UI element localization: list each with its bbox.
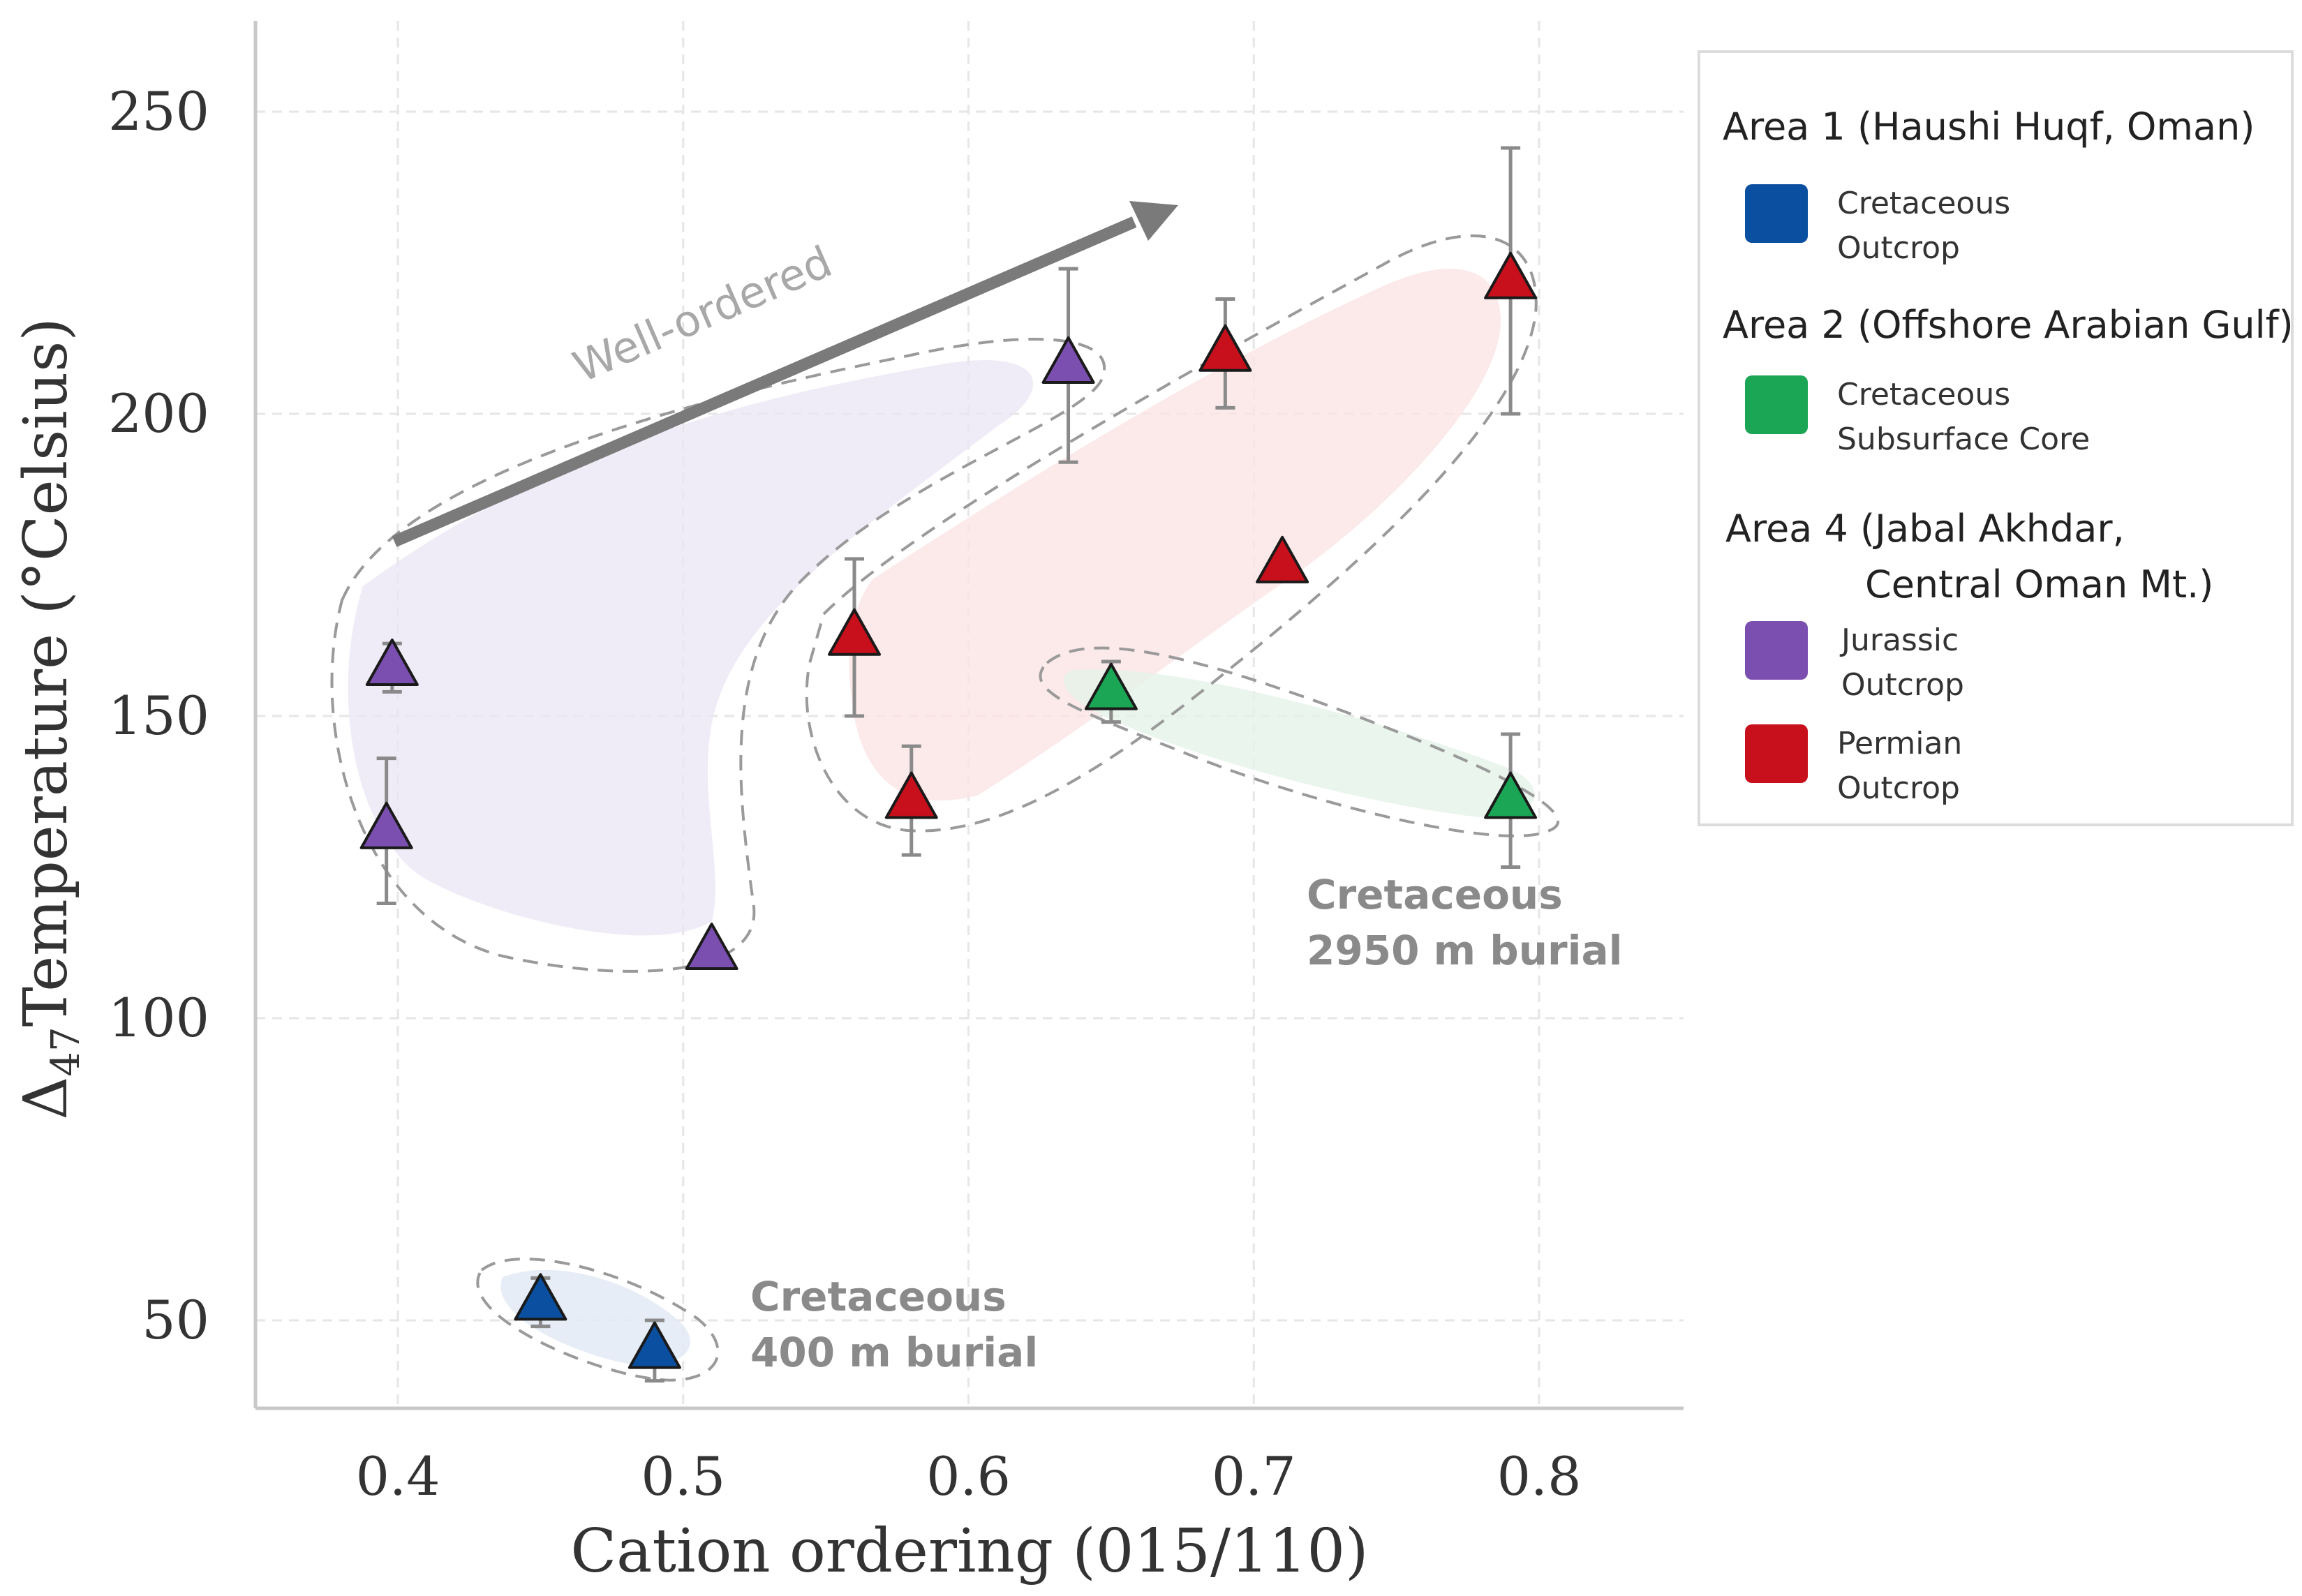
data-point-s2-p1 <box>359 801 413 849</box>
legend-swatch-permian <box>1745 724 1808 783</box>
region-label-400m-line1: Cretaceous <box>750 1273 1007 1320</box>
x-tick-label-0: 0.4 <box>356 1445 440 1507</box>
region-label-2950m: Cretaceous 2950 m burial <box>1307 871 1623 974</box>
x-tick-label-3: 0.7 <box>1212 1445 1296 1507</box>
y-axis-label: Δ47Temperature (°Celsius) <box>11 318 89 1120</box>
data-point-s2-p0 <box>365 639 419 687</box>
legend-label-permian-1: Permian <box>1837 726 1962 761</box>
y-tick-label-3: 200 <box>108 382 209 445</box>
data-points <box>359 251 1538 1369</box>
legend-heading-area1: Area 1 (Haushi Huqf, Oman) <box>1723 105 2255 149</box>
legend-swatch-jurassic <box>1745 621 1808 680</box>
legend: Area 1 (Haushi Huqf, Oman) Cretaceous Ou… <box>1698 50 2294 826</box>
x-axis-label: Cation ordering (015/110) <box>570 1516 1368 1586</box>
y-tick-labels: 50 100 150 200 250 <box>108 80 209 1351</box>
permian-region-fill <box>849 269 1501 801</box>
arrow-shaft <box>392 216 1137 547</box>
data-point-s2-p2 <box>685 923 738 971</box>
permian-region-outline <box>805 234 1538 833</box>
y-axis-label-rest: Temperature (°Celsius) <box>11 318 81 1027</box>
y-tick-label-4: 250 <box>108 80 209 142</box>
region-label-400m: Cretaceous 400 m burial <box>750 1273 1038 1376</box>
legend-swatch-cretaceous-subsurface <box>1745 375 1808 434</box>
x-tick-label-2: 0.6 <box>926 1445 1011 1507</box>
x-tick-label-4: 0.8 <box>1497 1445 1582 1507</box>
y-tick-label-0: 50 <box>142 1289 209 1351</box>
arrow-head <box>1129 201 1178 241</box>
data-point-s1-p0 <box>1084 662 1138 710</box>
data-point-s3-p2 <box>1198 324 1252 372</box>
data-point-s3-p0 <box>828 608 881 656</box>
region-label-2950m-line2: 2950 m burial <box>1307 927 1623 974</box>
jurassic-region-fill <box>348 360 1034 936</box>
data-point-s1-p1 <box>1484 771 1538 819</box>
region-label-400m-line2: 400 m burial <box>750 1329 1038 1376</box>
y-tick-label-2: 150 <box>108 685 209 747</box>
region-shading <box>348 269 1535 1366</box>
region-label-2950m-line1: Cretaceous <box>1307 871 1563 918</box>
subsurface-region-fill <box>1064 669 1535 818</box>
legend-heading-area2: Area 2 (Offshore Arabian Gulf) <box>1723 303 2294 347</box>
x-tick-label-1: 0.5 <box>641 1445 725 1507</box>
x-tick-labels: 0.4 0.5 0.6 0.7 0.8 <box>356 1445 1582 1507</box>
legend-label-jurassic-1: Jurassic <box>1839 622 1959 658</box>
data-point-s3-p4 <box>1484 251 1538 299</box>
y-tick-label-1: 100 <box>108 987 209 1049</box>
data-point-s3-p1 <box>884 771 938 819</box>
legend-label-cretaceous-outcrop-1: Cretaceous <box>1837 186 2010 221</box>
legend-label-permian-2: Outcrop <box>1837 770 1960 806</box>
legend-label-jurassic-2: Outcrop <box>1841 667 1964 703</box>
data-point-s0-p1 <box>628 1321 681 1369</box>
outcrop-region-outline <box>476 1258 720 1382</box>
y-axis-label-delta: Δ <box>11 1077 81 1120</box>
legend-box <box>1698 50 2294 826</box>
legend-heading-area4-line1: Area 4 (Jabal Akhdar, <box>1725 507 2125 551</box>
data-point-s2-p3 <box>1041 336 1095 385</box>
y-axis-label-subscript: 47 <box>43 1027 89 1076</box>
legend-swatch-cretaceous-outcrop <box>1745 184 1808 243</box>
data-point-s0-p0 <box>514 1273 567 1321</box>
legend-label-cretaceous-subsurface-1: Cretaceous <box>1837 377 2010 412</box>
legend-label-cretaceous-outcrop-2: Outcrop <box>1837 230 1960 266</box>
legend-heading-area4-line2: Central Oman Mt.) <box>1865 562 2213 606</box>
subsurface-region-outline <box>1039 646 1559 837</box>
well-ordered-arrow <box>392 201 1178 547</box>
axes <box>253 21 1684 1410</box>
data-point-s3-p3 <box>1256 535 1309 583</box>
legend-label-cretaceous-subsurface-2: Subsurface Core <box>1837 422 2090 457</box>
